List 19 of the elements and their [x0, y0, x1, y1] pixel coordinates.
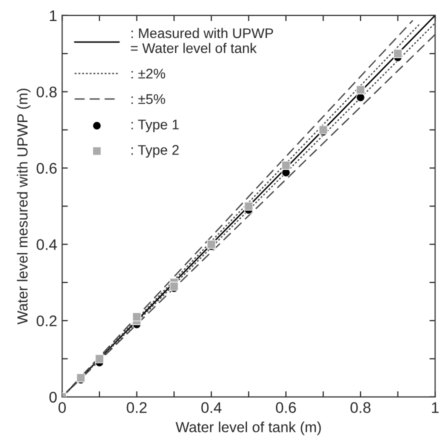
- x-tick-label: 0.2: [126, 402, 147, 413]
- x-tick-label: 1: [432, 402, 439, 413]
- legend-label: : ±5%: [131, 94, 166, 104]
- y-axis-title: Water level mesured with UPWP (m): [16, 88, 30, 324]
- x-axis-title: Water level of tank (m): [176, 422, 321, 436]
- legend-label: : Type 2: [131, 145, 179, 158]
- legend-label: : ±2%: [131, 68, 166, 78]
- y-tick-label: 0.6: [36, 162, 57, 174]
- legend-label: : Measured with UPWP = Water level of tank: [130, 28, 274, 54]
- y-tick-label: 0.4: [36, 239, 57, 250]
- y-tick-label: 0.8: [36, 86, 57, 98]
- x-tick-label: 0.4: [201, 402, 222, 413]
- legend-label: : Type 1: [131, 120, 179, 132]
- y-tick-label: 0.2: [36, 315, 57, 326]
- y-tick-label: 1: [50, 10, 57, 21]
- y-tick-label: 0: [49, 392, 57, 403]
- x-tick-label: 0.6: [276, 402, 296, 413]
- x-tick-label: 0.8: [350, 402, 370, 413]
- x-tick-label: 0: [58, 402, 66, 413]
